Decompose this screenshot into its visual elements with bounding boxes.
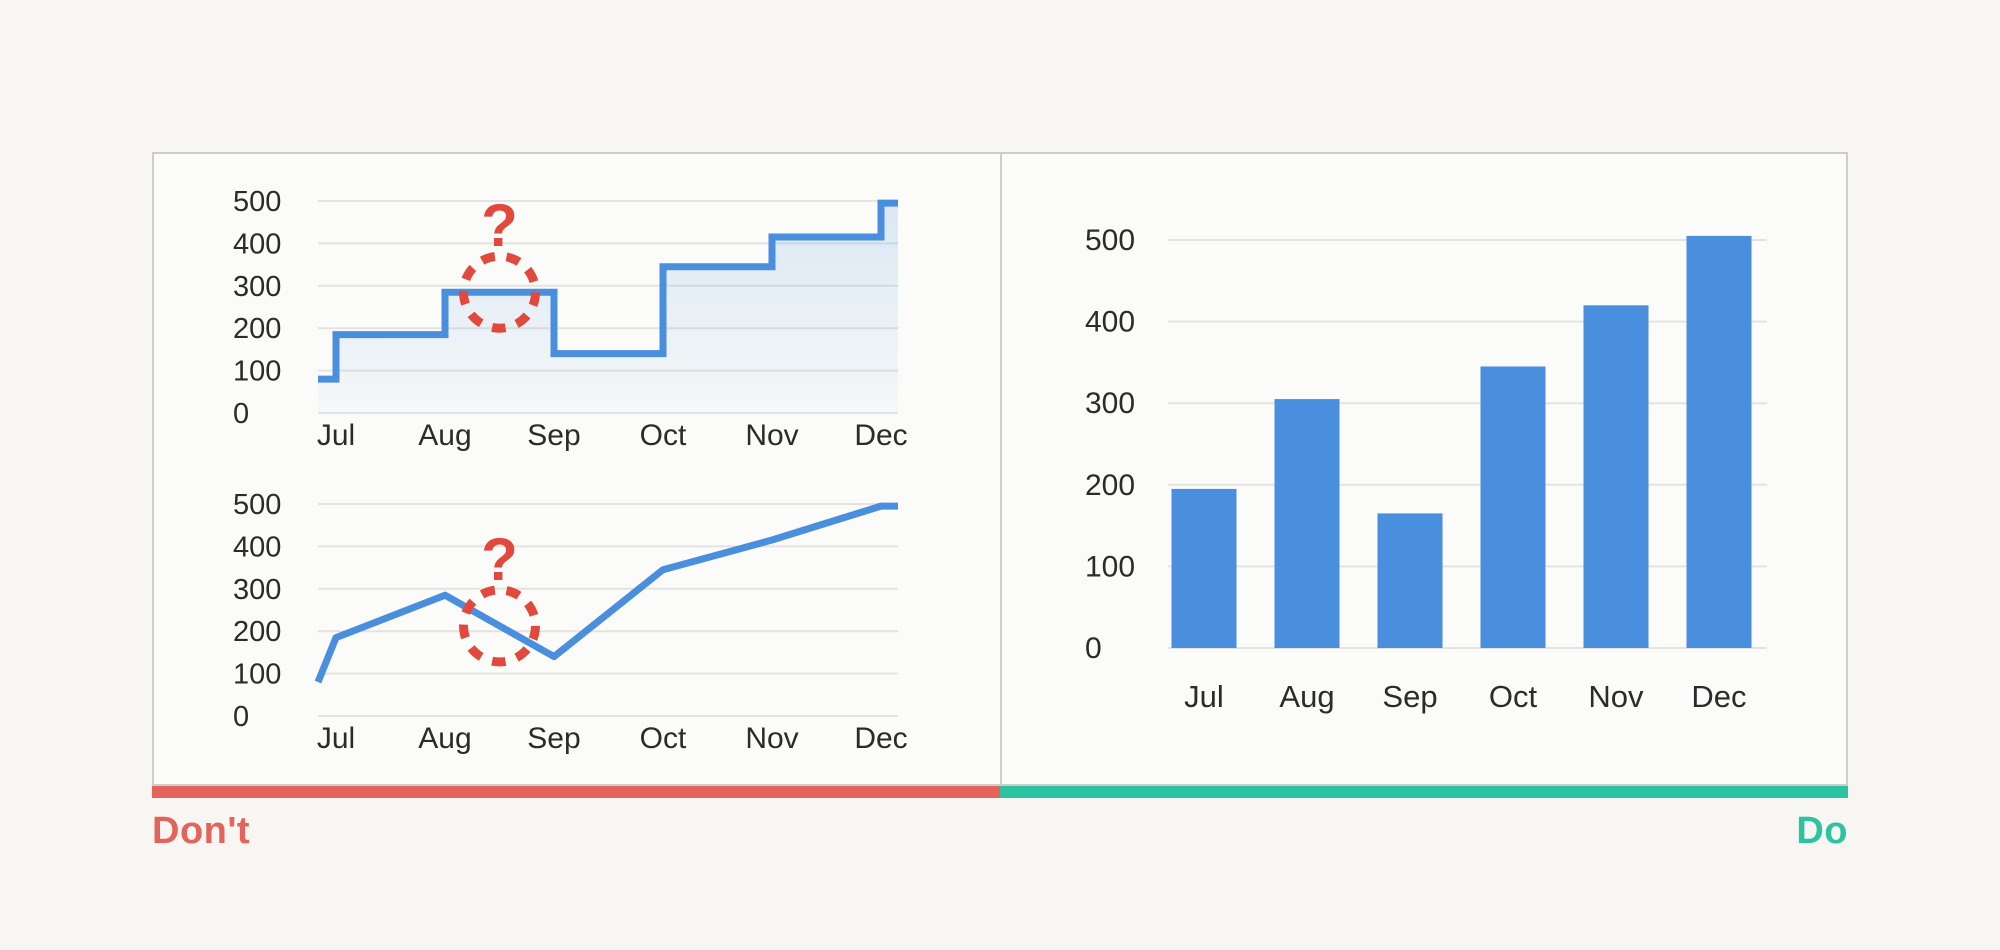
x-tick-label: Nov: [745, 419, 798, 452]
step-area-fill: [318, 203, 898, 413]
dont-label: Don't: [152, 810, 251, 852]
bar-dec: [1686, 235, 1752, 648]
bar-jul: [1171, 488, 1237, 648]
comparison-panel: [152, 152, 1848, 786]
x-tick-label: Nov: [745, 722, 798, 755]
x-tick-label: Sep: [527, 722, 580, 755]
y-tick-label: 200: [233, 616, 281, 648]
y-tick-label: 100: [233, 356, 281, 388]
x-tick-label: Aug: [1279, 679, 1334, 714]
do-underline: [1000, 786, 1848, 798]
step-series: [318, 199, 898, 383]
bar-nov: [1583, 305, 1649, 648]
y-tick-label: 200: [233, 313, 281, 345]
y-tick-label: 300: [1085, 387, 1135, 420]
x-tick-label: Sep: [1382, 679, 1437, 714]
x-tick-label: Jul: [317, 722, 355, 755]
x-tick-label: Dec: [854, 722, 907, 755]
y-tick-label: 0: [233, 701, 249, 733]
question-circle: [459, 251, 540, 333]
x-tick-label: Jul: [317, 419, 355, 452]
bar-sep: [1377, 513, 1443, 648]
y-tick-label: 500: [233, 186, 281, 218]
x-tick-label: Aug: [418, 722, 471, 755]
y-tick-label: 300: [233, 574, 281, 606]
y-tick-label: 100: [1085, 550, 1135, 583]
y-tick-label: 500: [233, 489, 281, 521]
x-tick-label: Nov: [1588, 679, 1644, 714]
do-label: Do: [1796, 810, 1848, 852]
y-tick-label: 0: [1085, 632, 1102, 665]
x-tick-label: Oct: [640, 722, 687, 755]
line-series: [314, 502, 898, 684]
x-tick-label: Dec: [1691, 679, 1746, 714]
y-tick-label: 400: [233, 531, 281, 563]
y-tick-label: 400: [233, 228, 281, 260]
bar-chart: 0 100 200 300 400 500 Jul Aug Sep Oct Nov Dec: [1085, 224, 1767, 714]
ambiguous-step-chart: 0 100 200 300 400 500 Jul Aug Sep Oct Nov Dec?: [233, 186, 908, 452]
bar-aug: [1274, 399, 1340, 648]
question-mark-icon: ?: [481, 192, 518, 259]
question-circle: [459, 585, 540, 667]
y-tick-label: 400: [1085, 306, 1135, 339]
x-tick-label: Jul: [1184, 679, 1224, 714]
x-tick-label: Dec: [854, 419, 907, 452]
y-tick-label: 300: [233, 271, 281, 303]
x-tick-label: Aug: [418, 419, 471, 452]
y-tick-label: 500: [1085, 224, 1135, 257]
question-mark-icon: ?: [481, 526, 518, 593]
x-tick-label: Oct: [1489, 679, 1538, 714]
ambiguous-line-chart: 0 100 200 300 400 500 Jul Aug Sep Oct Nov Dec?: [233, 489, 908, 755]
x-tick-label: Oct: [640, 419, 687, 452]
dont-underline: [152, 786, 1000, 798]
x-tick-label: Sep: [527, 419, 580, 452]
y-tick-label: 200: [1085, 469, 1135, 502]
y-tick-label: 100: [233, 659, 281, 691]
y-tick-label: 0: [233, 398, 249, 430]
bar-oct: [1480, 366, 1546, 648]
panel-divider: [1000, 154, 1002, 784]
